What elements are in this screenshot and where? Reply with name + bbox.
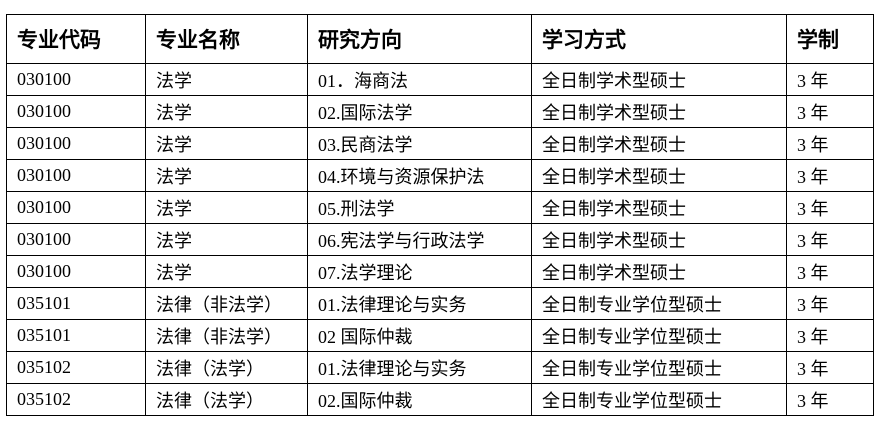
cell-study-mode: 全日制学术型硕士 — [531, 255, 787, 288]
cell-name: 法学 — [145, 255, 308, 288]
cell-direction: 05.刑法学 — [307, 191, 532, 224]
cell-direction: 03.民商法学 — [307, 127, 532, 160]
cell-code: 030100 — [6, 95, 146, 128]
header-study-mode: 学习方式 — [531, 14, 787, 64]
cell-direction: 06.宪法学与行政法学 — [307, 223, 532, 256]
table-row: 030100 法学 03.民商法学 全日制学术型硕士 3 年 — [6, 127, 874, 160]
cell-name: 法学 — [145, 191, 308, 224]
cell-direction: 01．海商法 — [307, 63, 532, 96]
cell-code: 035101 — [6, 287, 146, 320]
cell-study-mode: 全日制专业学位型硕士 — [531, 319, 787, 352]
cell-name: 法律（法学） — [145, 383, 308, 416]
cell-direction: 07.法学理论 — [307, 255, 532, 288]
cell-duration: 3 年 — [786, 127, 874, 160]
cell-direction: 02.国际法学 — [307, 95, 532, 128]
cell-direction: 02 国际仲裁 — [307, 319, 532, 352]
cell-name: 法律（非法学） — [145, 287, 308, 320]
cell-direction: 02.国际仲裁 — [307, 383, 532, 416]
cell-study-mode: 全日制学术型硕士 — [531, 63, 787, 96]
cell-study-mode: 全日制专业学位型硕士 — [531, 383, 787, 416]
table-row: 035101 法律（非法学） 02 国际仲裁 全日制专业学位型硕士 3 年 — [6, 319, 874, 352]
cell-duration: 3 年 — [786, 191, 874, 224]
cell-study-mode: 全日制专业学位型硕士 — [531, 287, 787, 320]
cell-duration: 3 年 — [786, 159, 874, 192]
cell-study-mode: 全日制学术型硕士 — [531, 95, 787, 128]
cell-direction: 01.法律理论与实务 — [307, 287, 532, 320]
cell-duration: 3 年 — [786, 383, 874, 416]
cell-direction: 01.法律理论与实务 — [307, 351, 532, 384]
cell-code: 035102 — [6, 351, 146, 384]
cell-code: 030100 — [6, 191, 146, 224]
cell-study-mode: 全日制学术型硕士 — [531, 223, 787, 256]
header-duration: 学制 — [786, 14, 874, 64]
table-row: 030100 法学 01．海商法 全日制学术型硕士 3 年 — [6, 63, 874, 96]
cell-duration: 3 年 — [786, 319, 874, 352]
cell-name: 法学 — [145, 63, 308, 96]
table-row: 030100 法学 02.国际法学 全日制学术型硕士 3 年 — [6, 95, 874, 128]
cell-code: 035102 — [6, 383, 146, 416]
cell-name: 法律（法学） — [145, 351, 308, 384]
header-name: 专业名称 — [145, 14, 308, 64]
table-row: 030100 法学 04.环境与资源保护法 全日制学术型硕士 3 年 — [6, 159, 874, 192]
cell-study-mode: 全日制学术型硕士 — [531, 191, 787, 224]
cell-duration: 3 年 — [786, 255, 874, 288]
header-direction: 研究方向 — [307, 14, 532, 64]
cell-duration: 3 年 — [786, 223, 874, 256]
cell-code: 030100 — [6, 223, 146, 256]
cell-code: 030100 — [6, 63, 146, 96]
table-row: 035101 法律（非法学） 01.法律理论与实务 全日制专业学位型硕士 3 年 — [6, 287, 874, 320]
header-code: 专业代码 — [6, 14, 146, 64]
cell-duration: 3 年 — [786, 351, 874, 384]
program-table: 专业代码 专业名称 研究方向 学习方式 学制 030100 法学 01．海商法 全日制学术型硕… — [6, 14, 874, 416]
table-row: 030100 法学 07.法学理论 全日制学术型硕士 3 年 — [6, 255, 874, 288]
cell-code: 030100 — [6, 127, 146, 160]
table-row: 030100 法学 05.刑法学 全日制学术型硕士 3 年 — [6, 191, 874, 224]
cell-name: 法律（非法学） — [145, 319, 308, 352]
table-row: 035102 法律（法学） 01.法律理论与实务 全日制专业学位型硕士 3 年 — [6, 351, 874, 384]
cell-name: 法学 — [145, 95, 308, 128]
cell-name: 法学 — [145, 223, 308, 256]
table-row: 035102 法律（法学） 02.国际仲裁 全日制专业学位型硕士 3 年 — [6, 383, 874, 416]
cell-direction: 04.环境与资源保护法 — [307, 159, 532, 192]
cell-study-mode: 全日制学术型硕士 — [531, 159, 787, 192]
cell-study-mode: 全日制专业学位型硕士 — [531, 351, 787, 384]
cell-duration: 3 年 — [786, 63, 874, 96]
cell-study-mode: 全日制学术型硕士 — [531, 127, 787, 160]
cell-code: 030100 — [6, 159, 146, 192]
cell-code: 030100 — [6, 255, 146, 288]
cell-name: 法学 — [145, 159, 308, 192]
cell-code: 035101 — [6, 319, 146, 352]
cell-duration: 3 年 — [786, 95, 874, 128]
table-row: 030100 法学 06.宪法学与行政法学 全日制学术型硕士 3 年 — [6, 223, 874, 256]
header-row: 专业代码 专业名称 研究方向 学习方式 学制 — [6, 14, 874, 64]
cell-name: 法学 — [145, 127, 308, 160]
cell-duration: 3 年 — [786, 287, 874, 320]
